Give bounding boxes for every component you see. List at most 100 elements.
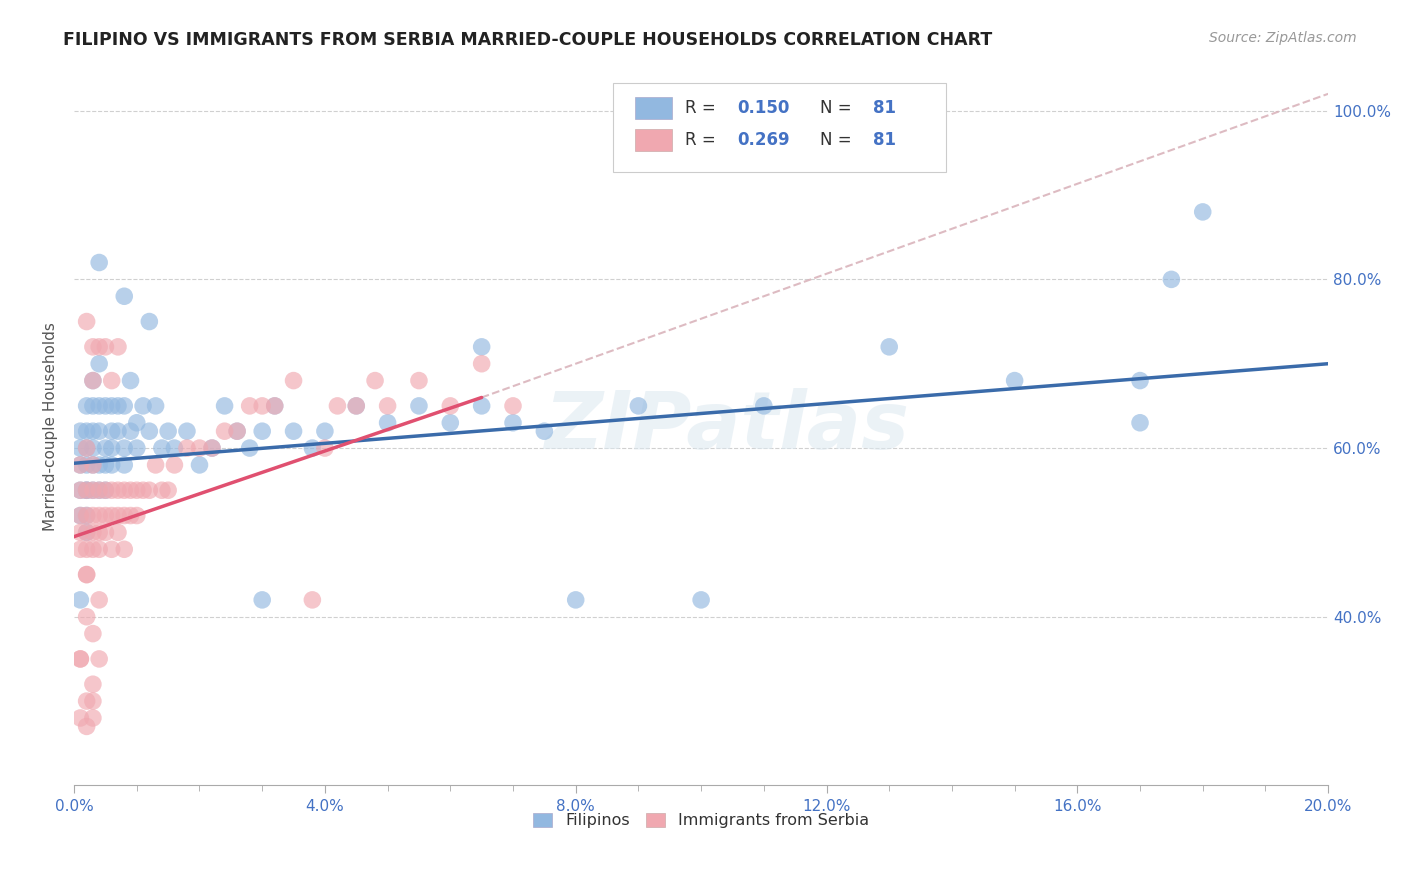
Point [76,525,98,540]
Text: FILIPINO VS IMMIGRANTS FROM SERBIA MARRIED-COUPLE HOUSEHOLDS CORRELATION CHART: FILIPINO VS IMMIGRANTS FROM SERBIA MARRI… [63,31,993,49]
Text: Source: ZipAtlas.com: Source: ZipAtlas.com [1209,31,1357,45]
Point [250,399,273,413]
Point [94,525,117,540]
Point [150,441,173,455]
Point [82,458,104,472]
Point [69,458,91,472]
Point [76,483,98,498]
Y-axis label: Married-couple Households: Married-couple Households [44,323,58,532]
Bar [634,129,672,151]
Point [263,399,285,413]
Point [69,483,91,498]
Point [344,399,367,413]
Point [188,458,211,472]
Point [533,424,555,438]
Point [690,593,713,607]
Point [100,424,122,438]
Point [76,609,98,624]
Point [89,483,111,498]
Point [69,593,91,607]
Point [120,374,142,388]
Point [564,593,586,607]
Point [226,424,249,438]
Point [314,424,336,438]
Point [107,483,129,498]
Point [89,652,111,666]
Point [82,694,104,708]
Point [408,399,430,413]
Point [138,483,160,498]
Point [94,483,117,498]
Point [1129,374,1152,388]
Point [69,508,91,523]
Point [301,593,323,607]
Point [502,399,524,413]
Point [82,340,104,354]
Point [76,314,98,328]
Point [69,711,91,725]
Point [94,399,117,413]
Point [176,441,198,455]
Legend: Filipinos, Immigrants from Serbia: Filipinos, Immigrants from Serbia [527,806,876,835]
Point [471,340,494,354]
Point [69,652,91,666]
Point [163,441,186,455]
Point [439,416,461,430]
Point [69,424,91,438]
Point [100,508,122,523]
Point [82,677,104,691]
Point [100,458,122,472]
Point [125,508,148,523]
Point [107,508,129,523]
Point [112,508,135,523]
Point [1129,416,1152,430]
Point [94,340,117,354]
Point [69,441,91,455]
Point [627,399,650,413]
Point [94,483,117,498]
Point [82,424,104,438]
Point [1004,374,1026,388]
Point [82,483,104,498]
Point [120,483,142,498]
Point [76,441,98,455]
Point [125,441,148,455]
Point [82,441,104,455]
Point [76,441,98,455]
Point [89,525,111,540]
Point [76,694,98,708]
Point [76,542,98,557]
Point [82,711,104,725]
Point [201,441,224,455]
Point [408,374,430,388]
Text: R =: R = [685,131,721,149]
Point [76,508,98,523]
Text: 81: 81 [873,99,896,117]
Point [100,542,122,557]
Point [283,424,305,438]
Point [132,483,155,498]
Point [76,483,98,498]
Point [89,357,111,371]
Point [76,424,98,438]
Point [112,399,135,413]
Point [76,399,98,413]
Point [100,374,122,388]
Point [364,374,387,388]
Point [471,357,494,371]
Point [94,508,117,523]
Point [89,399,111,413]
Point [145,399,167,413]
Point [76,508,98,523]
FancyBboxPatch shape [613,83,946,172]
Point [69,525,91,540]
Point [132,399,155,413]
Point [76,719,98,733]
Point [314,441,336,455]
Point [82,542,104,557]
Point [214,424,236,438]
Point [82,626,104,640]
Point [125,416,148,430]
Text: N =: N = [820,99,858,117]
Point [250,424,273,438]
